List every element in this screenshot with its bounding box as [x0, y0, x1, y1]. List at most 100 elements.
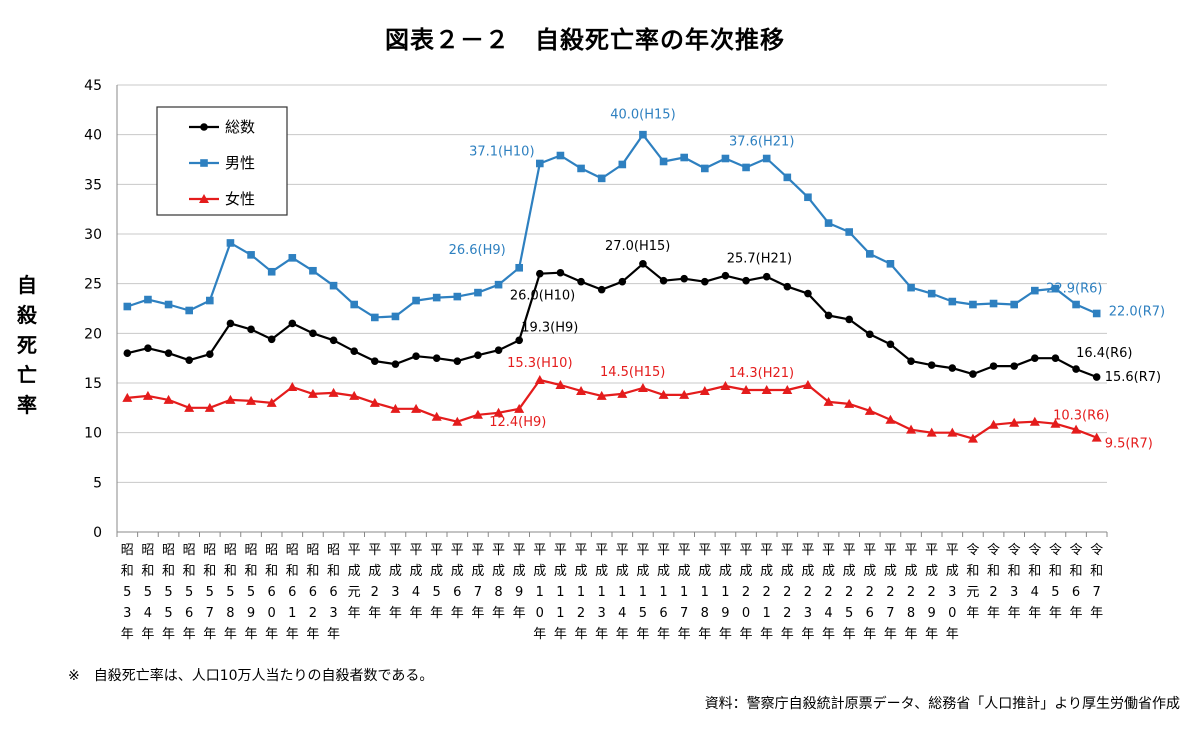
data-point — [618, 160, 627, 169]
x-tick-label: 平成 2 0 年 — [740, 543, 753, 642]
data-point — [989, 362, 998, 370]
x-tick-label: 令和 3 年 — [1008, 543, 1021, 621]
data-point — [122, 392, 133, 402]
x-tick-label: 昭和 5 3 年 — [121, 543, 134, 642]
data-point — [536, 159, 544, 168]
data-point — [721, 271, 730, 280]
data-point — [412, 296, 420, 305]
data-point — [1029, 416, 1040, 426]
data-point — [185, 356, 193, 364]
data-point — [142, 390, 153, 400]
data-point — [123, 302, 132, 311]
data-point — [637, 382, 648, 392]
data-point — [266, 397, 277, 407]
data-point — [144, 344, 152, 353]
data-point — [618, 277, 627, 286]
data-point — [742, 163, 750, 172]
data-point — [762, 154, 771, 163]
data-point — [577, 164, 585, 173]
data-point — [287, 381, 298, 391]
data-point — [1051, 354, 1060, 362]
data-point — [597, 285, 606, 294]
data-point — [556, 151, 565, 160]
data-point — [907, 283, 915, 292]
x-tick-label: 平成 8 年 — [492, 543, 505, 621]
y-tick-label: 35 — [84, 177, 102, 193]
x-tick-label: 平成 1 4 年 — [616, 543, 629, 642]
x-tick-label: 令和 6 年 — [1070, 543, 1083, 621]
x-tick-label: 平成 1 8 年 — [698, 543, 711, 642]
data-point — [515, 336, 523, 345]
data-point — [701, 277, 709, 286]
legend-marker — [200, 123, 208, 131]
data-point — [845, 228, 853, 236]
data-point — [761, 384, 772, 394]
data-point — [432, 293, 441, 302]
x-tick-label: 平成 1 1 年 — [554, 543, 567, 642]
legend-marker — [199, 194, 209, 203]
data-label: 22.9(R6) — [1046, 282, 1102, 297]
data-point — [1072, 365, 1080, 373]
data-label: 15.3(H10) — [507, 356, 572, 371]
data-label: 14.5(H15) — [600, 365, 665, 380]
y-tick-label: 5 — [93, 475, 102, 491]
data-label: 14.3(H21) — [729, 366, 794, 381]
x-tick-label: 平成 2 1 年 — [760, 543, 773, 642]
data-point — [432, 354, 441, 362]
data-point — [1092, 373, 1101, 381]
data-point — [309, 329, 317, 338]
data-point — [1091, 432, 1102, 442]
x-tick-label: 平成 1 7 年 — [678, 543, 691, 642]
data-point — [639, 130, 647, 139]
data-label: 19.3(H9) — [521, 320, 578, 335]
data-point — [1031, 354, 1039, 362]
data-point — [783, 173, 792, 182]
data-point — [328, 387, 339, 397]
data-point — [659, 276, 668, 285]
data-point — [494, 280, 503, 289]
x-tick-label: 平成 5 年 — [430, 543, 443, 621]
x-tick-label: 令和元年 — [966, 543, 979, 621]
data-point — [144, 295, 152, 304]
data-point — [225, 394, 236, 404]
x-tick-label: 平成 2 2 年 — [781, 543, 794, 642]
x-tick-label: 昭和 5 6 年 — [183, 543, 196, 642]
x-tick-label: 平成 1 5 年 — [636, 543, 649, 642]
x-tick-label: 平成 6 年 — [451, 543, 464, 621]
data-point — [556, 268, 565, 277]
data-point — [824, 219, 833, 227]
data-point — [472, 409, 483, 419]
data-point — [288, 319, 297, 328]
data-point — [1092, 309, 1101, 318]
data-point — [514, 403, 525, 413]
x-tick-label: 昭和 6 0 年 — [265, 543, 278, 642]
legend-label: 総数 — [225, 118, 255, 136]
data-point — [184, 402, 195, 412]
x-tick-label: 平成 7 年 — [471, 543, 484, 621]
x-tick-label: 昭和 6 1 年 — [286, 543, 299, 642]
data-point — [639, 260, 647, 268]
legend-label: 男性 — [225, 154, 255, 172]
data-point — [823, 396, 834, 406]
series-line-circle — [127, 262, 1098, 379]
data-label: 26.0(H10) — [510, 289, 575, 304]
x-tick-label: 平成 1 3 年 — [595, 543, 608, 642]
data-point — [906, 424, 917, 434]
data-point — [226, 319, 235, 328]
data-point — [164, 300, 173, 309]
data-point — [123, 349, 132, 358]
y-tick-label: 25 — [84, 277, 102, 293]
data-point — [536, 269, 544, 278]
data-point — [453, 292, 462, 301]
data-point — [680, 274, 688, 283]
data-point — [659, 157, 668, 166]
y-tick-label: 15 — [84, 376, 102, 392]
legend-marker — [200, 159, 208, 167]
x-tick-label: 令和 2 年 — [987, 543, 1000, 621]
x-tick-label: 平成 2 8 年 — [905, 543, 918, 642]
footnote: ※ 自殺死亡率は、人口10万人当たりの自殺者数である。 — [68, 668, 434, 684]
data-point — [555, 379, 566, 389]
x-tick-label: 平成 3 年 — [389, 543, 402, 621]
data-point — [307, 388, 318, 398]
